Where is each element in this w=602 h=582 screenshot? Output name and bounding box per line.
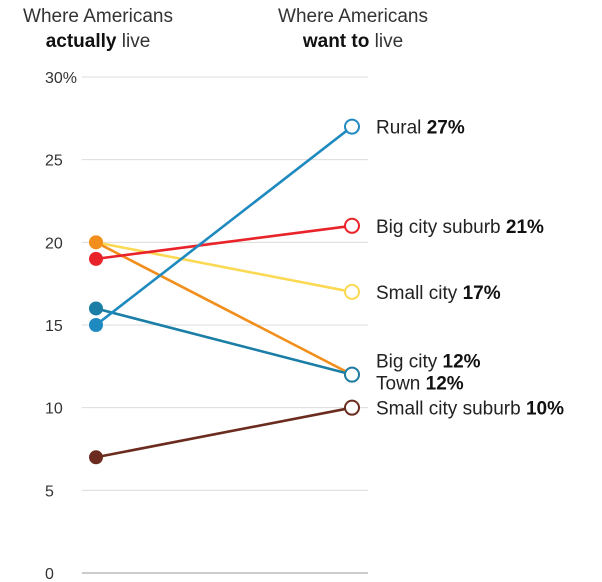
series-name-town: Town bbox=[376, 374, 426, 395]
right-column-header: Where Americans want to live bbox=[252, 4, 454, 54]
y-tick-label-10: 10 bbox=[45, 401, 63, 418]
series-label-town: Town 12% bbox=[376, 374, 464, 395]
series-line-town bbox=[94, 241, 354, 376]
right-header-line2: want to live bbox=[252, 29, 454, 54]
dot-actual-big-city bbox=[89, 301, 103, 316]
series-value-small-city-suburb: 10% bbox=[526, 399, 564, 420]
dot-actual-big-city-suburb bbox=[89, 251, 103, 266]
y-tick-label-0: 0 bbox=[45, 566, 54, 582]
left-header-line2: actually live bbox=[0, 29, 196, 54]
dot-desired-small-city-suburb bbox=[344, 399, 360, 416]
left-header-rest: live bbox=[116, 31, 151, 52]
series-value-town: 12% bbox=[426, 374, 464, 395]
series-label-big-city: Big city 12% bbox=[376, 352, 481, 373]
dot-actual-town bbox=[89, 235, 103, 250]
series-line-small-city-suburb bbox=[94, 406, 354, 459]
left-column-header: Where Americans actually live bbox=[0, 4, 196, 54]
dot-desired-small-city bbox=[344, 283, 360, 300]
gridlines: 30% 25 20 15 10 5 0 bbox=[45, 70, 368, 582]
series-line-rural bbox=[94, 125, 354, 327]
series-dots bbox=[89, 118, 360, 465]
series-value-small-city: 17% bbox=[463, 283, 501, 304]
series-labels: Rural 27% Big city suburb 21% Small city 1… bbox=[376, 118, 564, 420]
series-line-big-city-suburb bbox=[94, 224, 354, 261]
y-tick-label-25: 25 bbox=[45, 153, 63, 170]
series-label-small-city: Small city 17% bbox=[376, 283, 501, 304]
series-label-small-city-suburb: Small city suburb 10% bbox=[376, 399, 564, 420]
right-header-line1: Where Americans bbox=[278, 6, 428, 27]
series-line-big-city bbox=[94, 307, 354, 376]
right-header-bold: want to bbox=[302, 31, 370, 52]
series-label-rural: Rural 27% bbox=[376, 118, 465, 139]
series-name-big-city-suburb: Big city suburb bbox=[376, 217, 506, 238]
series-lines bbox=[94, 125, 354, 459]
dot-actual-rural bbox=[89, 318, 103, 332]
right-header-rest: live bbox=[369, 31, 404, 52]
series-value-rural: 27% bbox=[427, 118, 465, 139]
series-name-small-city: Small city bbox=[376, 283, 463, 304]
dot-actual-small-city-suburb bbox=[89, 450, 103, 465]
y-tick-label-30: 30% bbox=[45, 70, 77, 87]
dot-desired-rural bbox=[344, 118, 360, 135]
series-line-small-city bbox=[94, 241, 354, 294]
series-name-big-city: Big city bbox=[376, 352, 443, 373]
left-header-bold: actually bbox=[45, 31, 117, 52]
series-label-big-city-suburb: Big city suburb 21% bbox=[376, 217, 544, 238]
left-header-line1: Where Americans bbox=[23, 6, 173, 27]
series-name-rural: Rural bbox=[376, 118, 427, 139]
series-name-small-city-suburb: Small city suburb bbox=[376, 399, 526, 420]
y-tick-label-20: 20 bbox=[45, 235, 63, 252]
series-value-big-city: 12% bbox=[443, 352, 481, 373]
y-tick-label-5: 5 bbox=[45, 483, 54, 500]
series-value-big-city-suburb: 21% bbox=[506, 217, 544, 238]
dot-desired-big-city bbox=[344, 366, 360, 383]
y-tick-label-15: 15 bbox=[45, 318, 63, 335]
dot-desired-big-city-suburb bbox=[344, 217, 360, 234]
